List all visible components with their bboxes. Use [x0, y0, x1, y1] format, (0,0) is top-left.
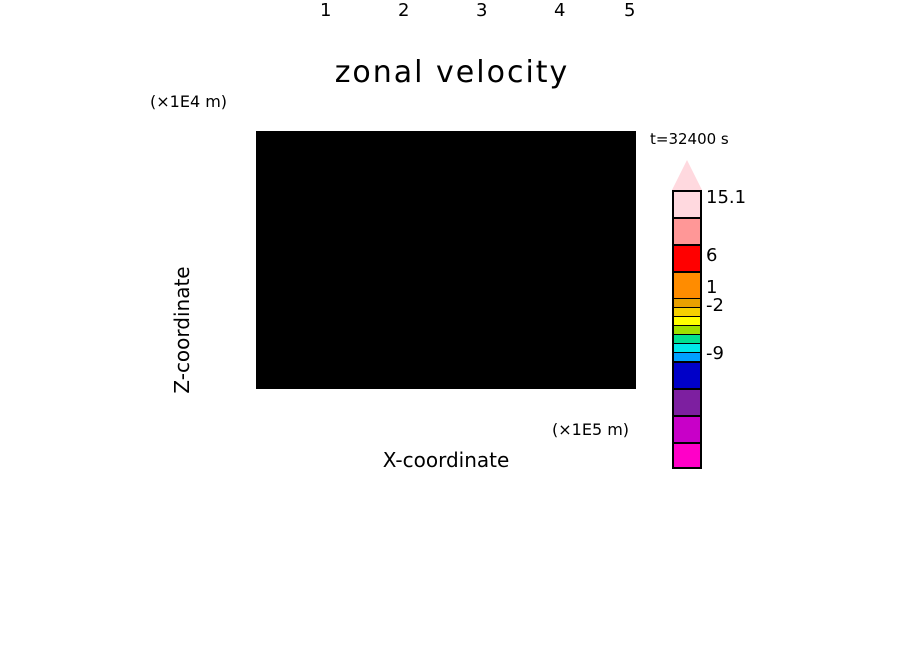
colorbar-segment-0	[672, 190, 702, 217]
colorbar-segment-13	[672, 415, 702, 442]
colorbar-segment-4	[672, 298, 702, 307]
colorbar-segment-2	[672, 244, 702, 271]
z-tick-1: 1	[271, 307, 282, 328]
colorbar-segment-8	[672, 334, 702, 343]
colorbar-segment-10	[672, 352, 702, 361]
colorbar-arrow-top	[672, 160, 702, 190]
colorbar-segment-5	[672, 307, 702, 316]
colorbar-label-151: 15.1	[706, 187, 746, 208]
colorbar-label-neg9: -9	[706, 343, 724, 364]
chart-title: zonal velocity	[0, 55, 904, 90]
turbulence-svg	[258, 133, 634, 387]
x-tick-1: 1	[320, 0, 331, 21]
colorbar-segment-6	[672, 316, 702, 325]
heatmap-plot	[256, 131, 636, 389]
colorbar-segment-12	[672, 388, 702, 415]
x-tick-5: 5	[624, 0, 635, 21]
x-tick-2: 2	[398, 0, 409, 21]
x-units-label: (×1E5 m)	[552, 420, 629, 439]
colorbar-segment-1	[672, 217, 702, 244]
x-axis-label: X-coordinate	[256, 448, 636, 472]
colorbar-segment-11	[672, 361, 702, 388]
colorbar-label-6: 6	[706, 245, 717, 266]
x-tick-4: 4	[554, 0, 565, 21]
colorbar	[672, 160, 702, 469]
colorbar-label-neg2: -2	[706, 295, 724, 316]
chart-root: zonal velocity (×1E4 m) t=32400 s	[0, 0, 904, 654]
colorbar-segment-14	[672, 442, 702, 469]
colorbar-segment-9	[672, 343, 702, 352]
colorbar-segment-3	[672, 271, 702, 298]
z-units-label: (×1E4 m)	[150, 92, 227, 111]
time-label: t=32400 s	[650, 130, 729, 148]
colorbar-segment-7	[672, 325, 702, 334]
z-tick-2: 2	[271, 251, 282, 272]
x-tick-3: 3	[476, 0, 487, 21]
z-axis-label: Z-coordinate	[170, 230, 194, 430]
